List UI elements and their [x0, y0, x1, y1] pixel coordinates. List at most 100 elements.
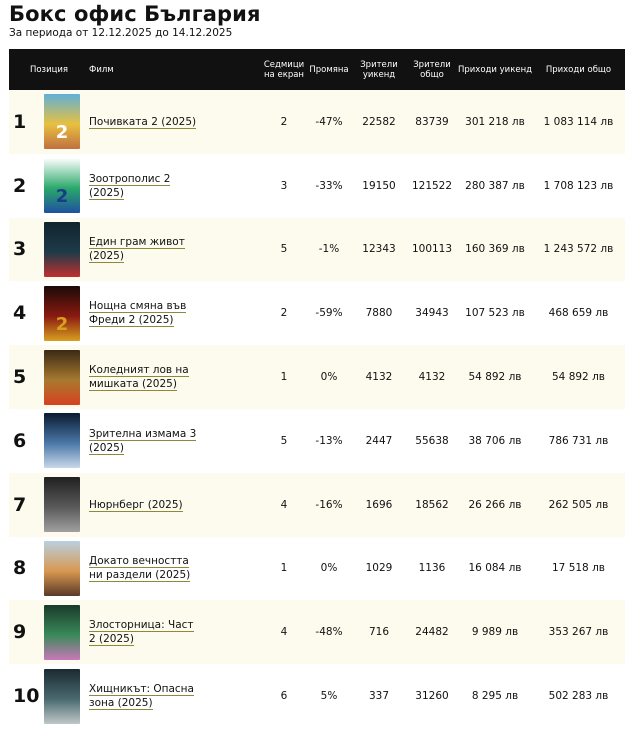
header-film: Филм [89, 49, 262, 90]
film-cell: Зрителна измама 3 (2025) [89, 408, 262, 473]
viewers-weekend: 1696 [352, 472, 406, 537]
film-title-link[interactable]: Почивката 2 (2025) [89, 115, 197, 129]
poster-cell: 2 [43, 90, 89, 154]
poster-art-icon: 2 [55, 186, 69, 208]
header-revenue-total: Приходи общо [532, 49, 625, 90]
viewers-total: 31260 [406, 664, 458, 728]
header-revenue-weekend: Приходи уикенд [458, 49, 532, 90]
revenue-total: 1 708 123 лв [532, 153, 625, 218]
movie-poster-thumbnail[interactable]: 2 [44, 285, 80, 341]
weeks-on-screen: 5 [262, 217, 306, 282]
weeks-on-screen: 6 [262, 664, 306, 728]
film-title-link[interactable]: Злосторница: Част 2 (2025) [89, 619, 194, 647]
viewers-total: 34943 [406, 281, 458, 346]
rank-number: 5 [9, 345, 43, 409]
viewers-weekend: 4132 [352, 345, 406, 409]
revenue-weekend: 54 892 лв [458, 345, 532, 409]
revenue-weekend: 16 084 лв [458, 536, 532, 601]
movie-poster-thumbnail[interactable] [44, 477, 80, 533]
film-cell: Хищникът: Опасна зона (2025) [89, 664, 262, 728]
poster-cell [43, 345, 89, 409]
revenue-weekend: 26 266 лв [458, 472, 532, 537]
weeks-on-screen: 4 [262, 600, 306, 665]
table-row: 5 Коледният лов на мишката (2025) 1 0% 4132 4… [9, 345, 625, 409]
film-title-link[interactable]: Зрителна измама 3 (2025) [89, 427, 197, 455]
table-row: 6 Зрителна измама 3 (2025) 5 -13% 2447 55638 3… [9, 408, 625, 473]
poster-cell [43, 536, 89, 601]
viewers-weekend: 22582 [352, 90, 406, 154]
film-cell: Нюрнберг (2025) [89, 472, 262, 537]
weeks-on-screen: 3 [262, 153, 306, 218]
movie-poster-thumbnail[interactable] [44, 604, 80, 660]
movie-poster-thumbnail[interactable] [44, 221, 80, 277]
film-title-link[interactable]: Нюрнберг (2025) [89, 498, 183, 512]
revenue-total: 54 892 лв [532, 345, 625, 409]
header-change: Промяна [306, 49, 352, 90]
table-row: 10 Хищникът: Опасна зона (2025) 6 5% 337 3126… [9, 664, 625, 728]
poster-art-icon: 2 [55, 122, 69, 144]
rank-number: 9 [9, 600, 43, 665]
table-row: 4 2 Нощна смяна във Фреди 2 (2025) 2 -59% 788… [9, 281, 625, 346]
change-percent: -33% [306, 153, 352, 218]
table-row: 7 Нюрнберг (2025) 4 -16% 1696 18562 26 266 лв 2… [9, 472, 625, 537]
table-body: 1 2 Почивката 2 (2025) 2 -47% 22582 83739 301 2… [9, 90, 625, 728]
film-title-link[interactable]: Един грам живот (2025) [89, 236, 185, 264]
change-percent: -16% [306, 472, 352, 537]
change-percent: 5% [306, 664, 352, 728]
film-title-link[interactable]: Зоотрополис 2 (2025) [89, 172, 171, 200]
viewers-weekend: 337 [352, 664, 406, 728]
header-viewers-total: Зрители общо [406, 49, 458, 90]
table-row: 2 2 Зоотрополис 2 (2025) 3 -33% 19150 121522 28… [9, 153, 625, 218]
film-title-link[interactable]: Хищникът: Опасна зона (2025) [89, 683, 194, 711]
revenue-total: 1 083 114 лв [532, 90, 625, 154]
film-title-link[interactable]: Коледният лов на мишката (2025) [89, 364, 189, 392]
film-title-link[interactable]: Нощна смяна във Фреди 2 (2025) [89, 300, 187, 328]
film-title-link[interactable]: Докато вечността ни раздели (2025) [89, 555, 191, 583]
viewers-total: 83739 [406, 90, 458, 154]
revenue-total: 468 659 лв [532, 281, 625, 346]
movie-poster-thumbnail[interactable]: 2 [44, 94, 80, 150]
viewers-total: 100113 [406, 217, 458, 282]
change-percent: -47% [306, 90, 352, 154]
header-weeks: Седмици на екран [262, 49, 306, 90]
viewers-total: 55638 [406, 408, 458, 473]
viewers-total: 24482 [406, 600, 458, 665]
viewers-weekend: 716 [352, 600, 406, 665]
poster-cell: 2 [43, 281, 89, 346]
viewers-weekend: 19150 [352, 153, 406, 218]
table-row: 3 Един грам живот (2025) 5 -1% 12343 100113 16… [9, 217, 625, 282]
rank-number: 6 [9, 408, 43, 473]
viewers-weekend: 12343 [352, 217, 406, 282]
revenue-weekend: 280 387 лв [458, 153, 532, 218]
rank-number: 7 [9, 472, 43, 537]
poster-cell [43, 217, 89, 282]
weeks-on-screen: 2 [262, 90, 306, 154]
film-cell: Нощна смяна във Фреди 2 (2025) [89, 281, 262, 346]
film-cell: Почивката 2 (2025) [89, 90, 262, 154]
rank-number: 2 [9, 153, 43, 218]
period-subtitle: За периода от 12.12.2025 до 14.12.2025 [9, 27, 233, 39]
revenue-weekend: 107 523 лв [458, 281, 532, 346]
weeks-on-screen: 1 [262, 345, 306, 409]
movie-poster-thumbnail[interactable] [44, 540, 80, 596]
box-office-table: Позиция Филм Седмици на екран Промяна Зр… [9, 49, 625, 728]
rank-number: 1 [9, 90, 43, 154]
rank-number: 4 [9, 281, 43, 346]
movie-poster-thumbnail[interactable]: 2 [44, 158, 80, 214]
header-position: Позиция [9, 49, 89, 90]
viewers-total: 18562 [406, 472, 458, 537]
poster-cell [43, 408, 89, 473]
movie-poster-thumbnail[interactable] [44, 349, 80, 405]
poster-cell [43, 600, 89, 665]
weeks-on-screen: 2 [262, 281, 306, 346]
header-viewers-weekend: Зрители уикенд [352, 49, 406, 90]
viewers-total: 1136 [406, 536, 458, 601]
movie-poster-thumbnail[interactable] [44, 668, 80, 724]
movie-poster-thumbnail[interactable] [44, 413, 80, 469]
change-percent: 0% [306, 536, 352, 601]
weeks-on-screen: 4 [262, 472, 306, 537]
revenue-weekend: 160 369 лв [458, 217, 532, 282]
film-cell: Един грам живот (2025) [89, 217, 262, 282]
viewers-weekend: 1029 [352, 536, 406, 601]
